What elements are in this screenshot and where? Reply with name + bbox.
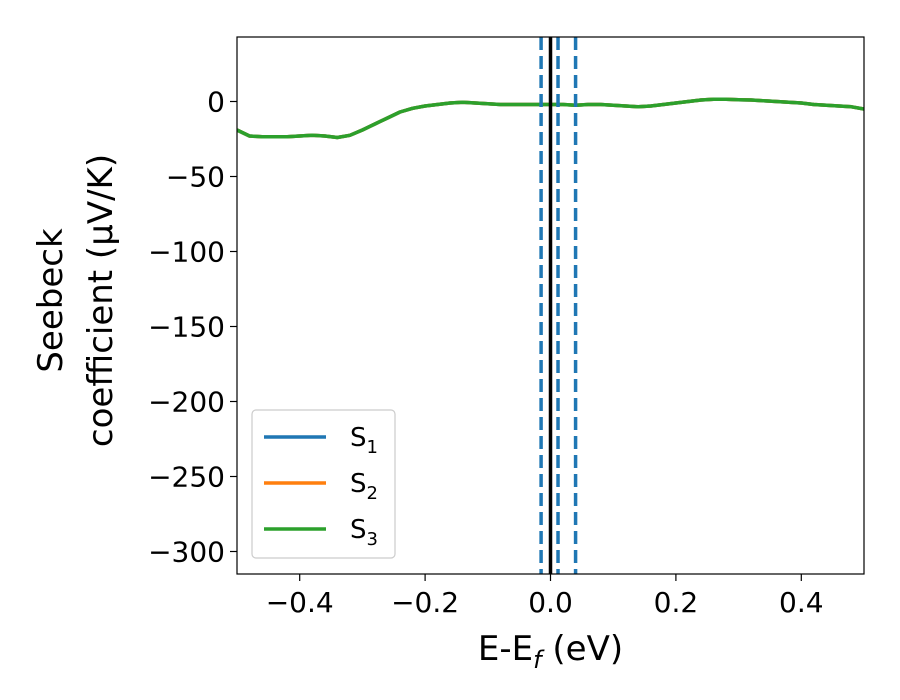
x-tick-label: 0.0 (528, 586, 573, 619)
x-axis-label-main: E-E (478, 629, 533, 669)
x-axis-label: E-Ef (eV) (478, 629, 623, 674)
y-axis-label-line2: coefficient (μV/K) (81, 154, 121, 447)
y-tick-label: 0 (207, 86, 225, 119)
x-tick-label: −0.4 (266, 586, 334, 619)
vertical-lines-layer (539, 37, 578, 574)
y-axis-label-line1: Seebeck (31, 228, 71, 373)
y-tick-label: −50 (166, 161, 225, 194)
x-tick-label: 0.2 (654, 586, 699, 619)
y-axis: 0 −50 −100 −150 −200 −250 −300 (148, 86, 237, 569)
x-axis: −0.4 −0.2 0.0 0.2 0.4 (266, 574, 824, 619)
x-axis-label-unit: (eV) (542, 629, 624, 669)
x-tick-label: 0.4 (779, 586, 824, 619)
x-tick-label: −0.2 (391, 586, 459, 619)
y-tick-label: −150 (148, 311, 225, 344)
y-axis-label: Seebeck coefficient (μV/K) (31, 154, 121, 447)
legend-label-S3: S3 (350, 515, 378, 550)
y-tick-label: −100 (148, 236, 225, 269)
legend-label-S1: S1 (350, 423, 378, 458)
y-tick-label: −200 (148, 386, 225, 419)
y-tick-label: −250 (148, 461, 225, 494)
legend: S1 S2 S3 (251, 409, 396, 559)
legend-label-S2: S2 (350, 469, 378, 504)
y-tick-label: −300 (148, 536, 225, 569)
